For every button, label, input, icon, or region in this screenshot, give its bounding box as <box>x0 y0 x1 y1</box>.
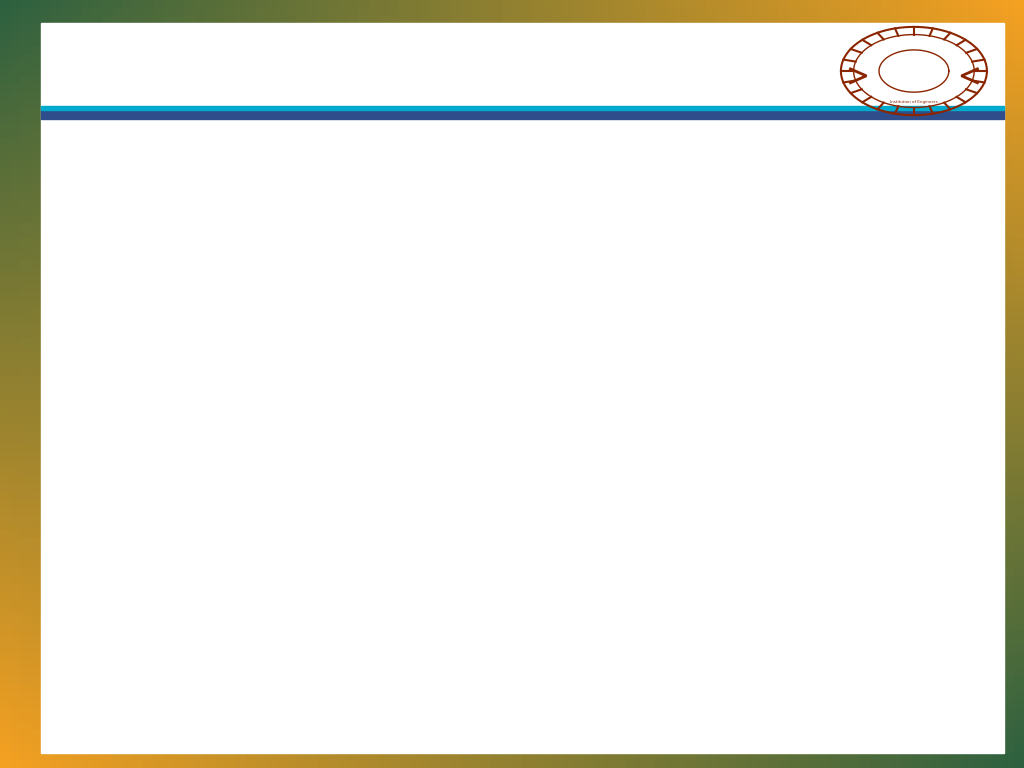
Text: $M_{H_2}$  =  1.04445 * 10$^{-5}$  kg H$_2$ / s - kA: $M_{H_2}$ = 1.04445 * 10$^{-5}$ kg H$_2$… <box>367 258 1024 303</box>
Text: For 60 kW plant :  I = Power / Voltage = 60000 / 0.7 = 85 kA: For 60 kW plant : I = Power / Voltage = … <box>179 316 1024 343</box>
Text: $\dot{m}_{H_2} = 89.5\times10^{-5}\,kg/s$: $\dot{m}_{H_2} = 89.5\times10^{-5}\,kg/s… <box>473 360 799 398</box>
Text: Total current = 60000 / 0.7 = 85000 amps: Total current = 60000 / 0.7 = 85000 amps <box>207 495 805 522</box>
Bar <box>41 110 1004 119</box>
Text: Number of cells in a stack: Number of cells in a stack <box>179 412 548 440</box>
Text: No. of cells = required area / area of the individual cell: No. of cells = required area / area of t… <box>207 577 986 604</box>
Text: Institution of Engineers: Institution of Engineers <box>890 100 938 104</box>
Text: Required area of the cell = Total current / Current density: Required area of the cell = Total curren… <box>207 537 1024 564</box>
Text: $\blacktriangleright$For every molecule of hydrogen ($H_2$), two electrons are: $\blacktriangleright$For every molecule … <box>179 197 990 230</box>
Text: Mass flow rate of hydrogen :: Mass flow rate of hydrogen : <box>179 366 628 392</box>
Text: Therefore, for 60 kW,: Therefore, for 60 kW, <box>207 455 507 482</box>
Bar <box>41 106 1004 110</box>
Text: Liberated.: Liberated. <box>187 233 350 260</box>
Text: Fuel Consumption in A Hydrogen FC: Fuel Consumption in A Hydrogen FC <box>89 124 817 161</box>
